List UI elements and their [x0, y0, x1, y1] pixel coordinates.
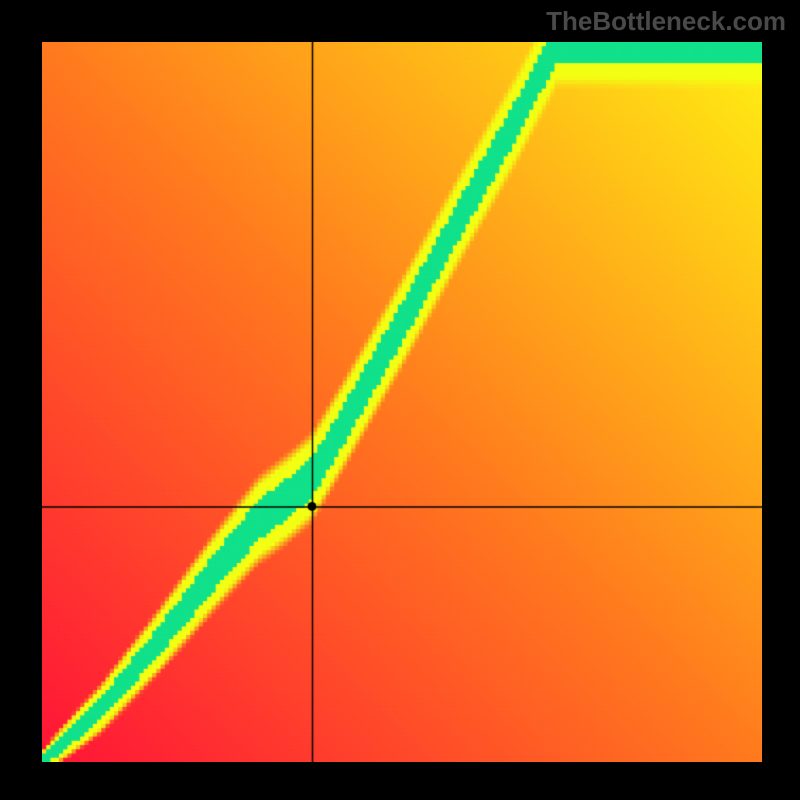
- chart-container: TheBottleneck.com: [0, 0, 800, 800]
- bottleneck-heatmap: [42, 42, 762, 762]
- watermark-text: TheBottleneck.com: [546, 6, 786, 37]
